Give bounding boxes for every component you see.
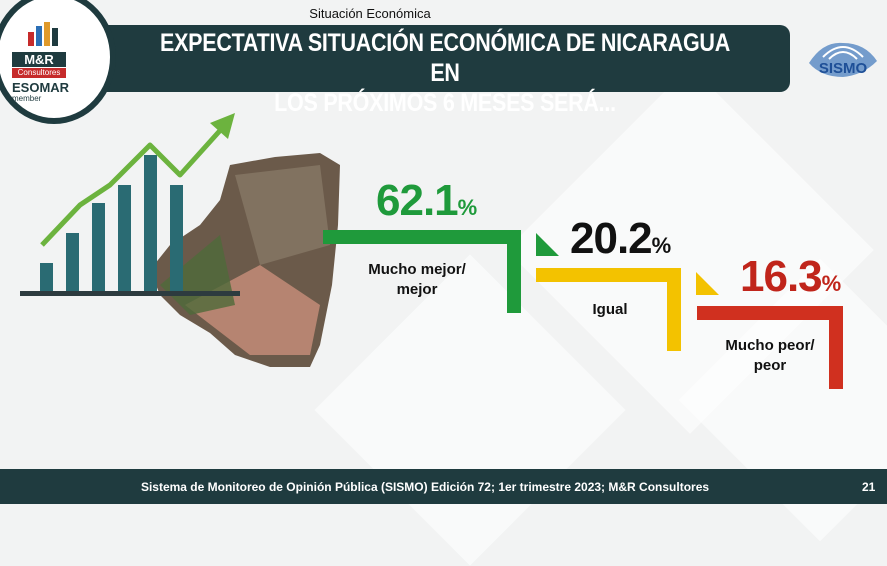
category-mejor-line-2: mejor (396, 281, 438, 298)
percent-sign: % (821, 271, 842, 296)
page-title: EXPECTATIVA SITUACIÓN ECONÓMICA DE NICAR… (148, 28, 741, 118)
value-mejor: 62.1 (376, 176, 459, 225)
logo-esomar: ESOMAR (12, 80, 70, 95)
category-igual-line-1: Igual (592, 301, 628, 318)
page-number: 21 (862, 480, 876, 494)
mr-logo: M&R Consultores ESOMAR member (0, 0, 116, 124)
footer-source: Sistema de Monitoreo de Opinión Pública … (140, 480, 710, 494)
value-label-mejor: 62.1% (376, 176, 478, 226)
value-igual: 20.2 (570, 214, 653, 263)
category-mejor-line-1: Mucho mejor/ (368, 261, 466, 278)
arrow-igual (536, 268, 719, 351)
logo-member: member (12, 94, 42, 103)
category-peor-line-2: peor (753, 357, 787, 374)
title-line-1: EXPECTATIVA SITUACIÓN ECONÓMICA DE NICAR… (160, 29, 730, 87)
category-label-peor: Mucho peor/ peor (705, 336, 835, 376)
category-label-mejor: Mucho mejor/ mejor (352, 260, 482, 300)
title-bar (100, 25, 790, 92)
category-peor-line-1: Mucho peor/ (725, 337, 815, 354)
value-label-peor: 16.3% (740, 252, 842, 302)
percent-sign: % (457, 195, 478, 220)
logo-brand: M&R (12, 52, 66, 67)
section-subtitle: Situación Económica (309, 6, 431, 21)
category-label-igual: Igual (560, 300, 660, 320)
growth-illustration (20, 113, 340, 367)
value-label-igual: 20.2% (570, 214, 672, 264)
arrow-mejor (323, 230, 559, 313)
footer-bar (0, 469, 887, 504)
percent-sign: % (651, 233, 672, 258)
title-line-2: LOS PRÓXIMOS 6 MESES SERÁ... (274, 89, 616, 117)
sismo-logo-text: SISMO (819, 60, 868, 77)
growth-arrow-icon (40, 123, 227, 247)
logo-sub: Consultores (12, 68, 66, 78)
arrow-peor (697, 306, 843, 389)
step-arrows (323, 230, 843, 389)
value-peor: 16.3 (740, 252, 823, 301)
chart-baseline-icon (20, 291, 240, 296)
sismo-logo: SISMO (809, 42, 877, 77)
logo-graphic-icon (28, 22, 58, 46)
